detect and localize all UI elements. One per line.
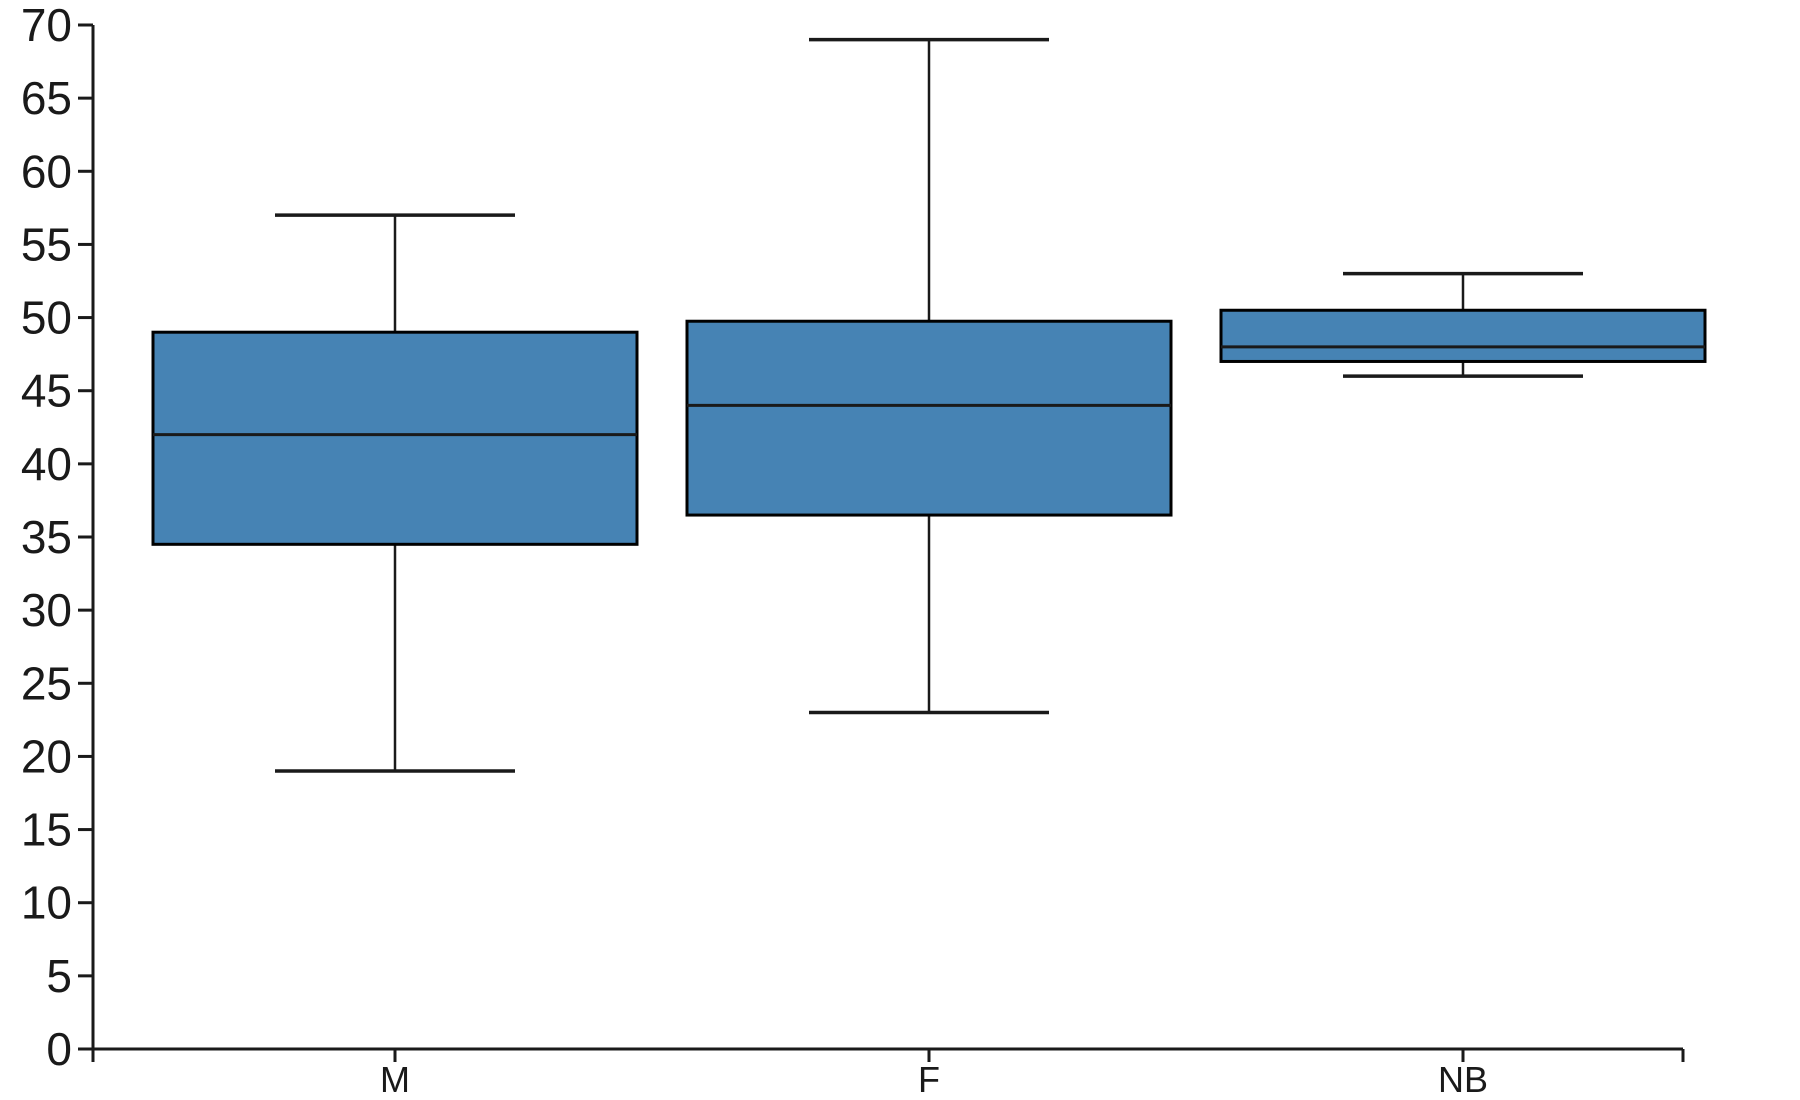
y-tick-label-10: 10 <box>21 877 72 929</box>
box-NB <box>1219 308 1707 363</box>
y-tick-label-60: 60 <box>21 145 72 197</box>
x-tick-label-M: M <box>380 1059 410 1100</box>
y-tick-label-55: 55 <box>21 218 72 270</box>
box-M <box>151 330 639 546</box>
x-tick-label-F: F <box>918 1059 940 1100</box>
y-tick-label-30: 30 <box>21 584 72 636</box>
y-tick-label-35: 35 <box>21 511 72 563</box>
box-F <box>685 319 1173 517</box>
y-tick-label-70: 70 <box>21 0 72 51</box>
y-tick-label-15: 15 <box>21 804 72 856</box>
x-tick-label-NB: NB <box>1438 1059 1488 1100</box>
y-tick-label-45: 45 <box>21 365 72 417</box>
y-tick-label-20: 20 <box>21 730 72 782</box>
y-tick-label-5: 5 <box>46 950 72 1002</box>
y-tick-label-0: 0 <box>46 1023 72 1075</box>
y-tick-label-40: 40 <box>21 438 72 490</box>
y-tick-label-50: 50 <box>21 292 72 344</box>
y-tick-label-25: 25 <box>21 657 72 709</box>
y-tick-label-65: 65 <box>21 72 72 124</box>
